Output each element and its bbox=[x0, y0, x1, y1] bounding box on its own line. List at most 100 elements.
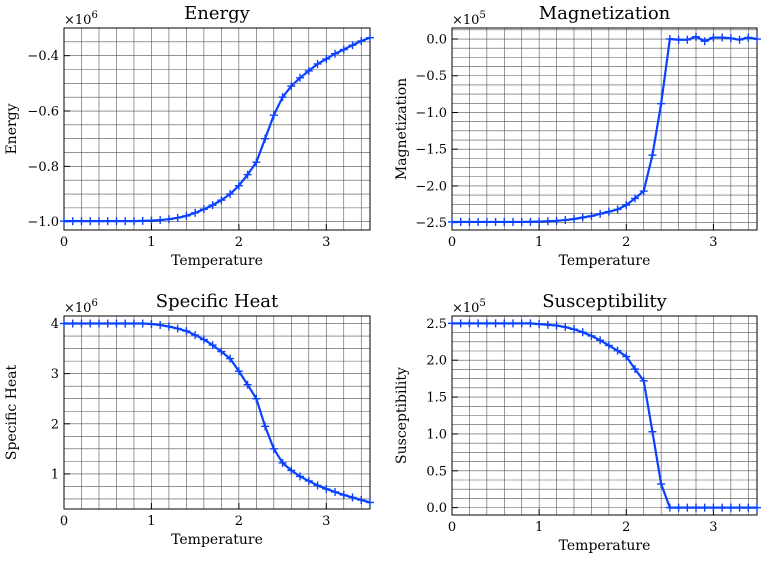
data-point bbox=[613, 346, 622, 355]
data-point bbox=[474, 217, 483, 226]
data-point bbox=[173, 324, 182, 333]
data-point bbox=[500, 319, 509, 328]
data-point bbox=[561, 323, 570, 332]
data-point bbox=[199, 205, 208, 214]
data-point bbox=[735, 35, 744, 44]
data-point bbox=[613, 205, 622, 214]
data-point bbox=[252, 394, 261, 403]
y-tick-label: −0.8 bbox=[27, 160, 59, 175]
axis-multiplier: ×106 bbox=[64, 298, 98, 316]
data-point bbox=[304, 66, 313, 75]
data-point bbox=[474, 319, 483, 328]
data-point bbox=[491, 319, 500, 328]
data-point bbox=[339, 45, 348, 54]
data-point bbox=[648, 151, 657, 160]
y-tick-label: −0.5 bbox=[415, 69, 447, 84]
data-point bbox=[709, 33, 718, 42]
data-point bbox=[121, 217, 130, 226]
data-point bbox=[261, 134, 270, 143]
x-tick-label: 2 bbox=[622, 520, 630, 535]
subplot-3: 0 1 2 3 1 2 3 4 Specific Heat ×106 Temperature Spec… bbox=[4, 291, 374, 548]
data-point bbox=[164, 215, 173, 224]
data-point bbox=[182, 327, 191, 336]
data-point bbox=[700, 503, 709, 512]
y-tick-label: 2 bbox=[51, 417, 59, 432]
data-point bbox=[596, 336, 605, 345]
data-point bbox=[348, 41, 357, 50]
x-tick-label: 2 bbox=[235, 235, 243, 250]
data-point bbox=[366, 33, 374, 42]
data-point bbox=[692, 32, 700, 41]
data-point bbox=[526, 319, 535, 328]
x-tick-label: 1 bbox=[535, 235, 543, 250]
plot-frame bbox=[63, 315, 371, 510]
x-axis-label: Temperature bbox=[559, 538, 651, 554]
data-point bbox=[604, 207, 613, 216]
data-point bbox=[191, 331, 200, 340]
data-point bbox=[94, 217, 103, 226]
y-tick-label: 0.0 bbox=[426, 501, 447, 516]
data-point bbox=[726, 34, 735, 43]
x-tick-label: 0 bbox=[60, 235, 68, 250]
y-tick-label: 0.5 bbox=[426, 464, 447, 479]
data-point bbox=[648, 427, 657, 436]
data-point bbox=[60, 319, 68, 328]
data-point bbox=[552, 321, 561, 330]
data-point bbox=[482, 319, 491, 328]
plot-frame bbox=[451, 27, 758, 231]
data-point bbox=[456, 319, 465, 328]
data-point bbox=[217, 347, 226, 356]
data-point bbox=[322, 484, 331, 493]
data-point bbox=[482, 217, 491, 226]
y-tick-label: 1 bbox=[51, 467, 59, 482]
plot-frame bbox=[63, 27, 371, 231]
data-point bbox=[596, 209, 605, 218]
data-point bbox=[226, 354, 235, 363]
data-point bbox=[665, 35, 674, 44]
subplot-2: 0 1 2 3 0.0 −0.5 −1.0 −1.5 −2.0 −2.5 Magnetization… bbox=[394, 3, 761, 269]
data-point bbox=[226, 190, 235, 199]
data-point bbox=[665, 503, 674, 512]
data-point bbox=[164, 322, 173, 331]
y-axis-label: Magnetization bbox=[394, 78, 410, 180]
data-point bbox=[517, 217, 526, 226]
data-point bbox=[112, 217, 121, 226]
data-point bbox=[112, 319, 121, 328]
data-point bbox=[199, 335, 208, 344]
plot-frame bbox=[451, 315, 758, 516]
data-point bbox=[448, 217, 456, 226]
grid bbox=[452, 28, 757, 230]
data-point bbox=[578, 328, 587, 337]
y-tick-label: −1.0 bbox=[415, 106, 447, 121]
x-tick-label: 2 bbox=[235, 514, 243, 529]
data-point bbox=[86, 217, 95, 226]
data-point bbox=[252, 158, 261, 167]
y-axis-label: Energy bbox=[4, 103, 20, 154]
data-point bbox=[331, 487, 340, 496]
x-tick-label: 0 bbox=[60, 514, 68, 529]
y-tick-label: −0.4 bbox=[27, 49, 59, 64]
data-point bbox=[147, 320, 156, 329]
x-tick-label: 0 bbox=[448, 235, 456, 250]
data-point bbox=[526, 217, 535, 226]
data-point bbox=[561, 216, 570, 225]
data-point bbox=[322, 54, 331, 63]
data-point bbox=[726, 503, 735, 512]
data-point bbox=[68, 217, 77, 226]
data-point bbox=[639, 187, 648, 196]
y-axis-label: Specific Heat bbox=[4, 365, 20, 461]
axis-multiplier-exponent: 5 bbox=[479, 298, 485, 309]
subplot-4: 0 1 2 3 0.0 0.5 1.0 1.5 2.0 2.5 Susceptibility ×105… bbox=[394, 291, 761, 554]
data-point bbox=[718, 503, 727, 512]
axis-multiplier-base: ×10 bbox=[64, 13, 91, 28]
data-point bbox=[578, 213, 587, 222]
data-point bbox=[287, 82, 296, 91]
data-point bbox=[77, 319, 86, 328]
data-point bbox=[339, 490, 348, 499]
x-tick-label: 3 bbox=[709, 520, 717, 535]
x-tick-label: 2 bbox=[622, 235, 630, 250]
data-point bbox=[138, 216, 147, 225]
data-point bbox=[366, 498, 374, 507]
data-point bbox=[348, 493, 357, 502]
data-point bbox=[465, 319, 474, 328]
